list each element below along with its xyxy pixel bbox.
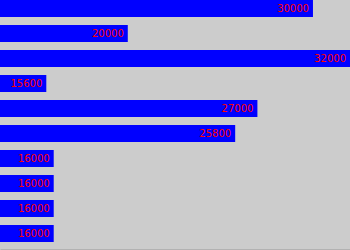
bar (0, 175, 54, 192)
data-label: 27000 (222, 103, 254, 114)
data-label: 20000 (92, 28, 124, 39)
data-label: 15600 (10, 78, 42, 89)
bar (0, 225, 54, 242)
data-labels: 30000 20000 32000 15600 27000 25800 16000 16000… (10, 3, 346, 239)
bar (0, 25, 128, 42)
data-label: 16000 (18, 178, 50, 189)
bar (0, 50, 350, 67)
data-label: 30000 (277, 3, 309, 14)
data-label: 32000 (314, 53, 346, 64)
data-label: 16000 (18, 153, 50, 164)
data-label: 16000 (18, 228, 50, 239)
bar (0, 100, 257, 117)
chart: 30000 20000 32000 15600 27000 25800 16000 16000… (0, 0, 350, 250)
y-axis (0, 13, 1, 238)
bar (0, 0, 313, 17)
bar (0, 125, 235, 142)
data-label: 25800 (199, 128, 231, 139)
bar (0, 150, 54, 167)
plot-area (0, 0, 350, 242)
data-label: 16000 (18, 203, 50, 214)
bar (0, 200, 54, 217)
background (0, 0, 350, 250)
bar (0, 75, 46, 92)
